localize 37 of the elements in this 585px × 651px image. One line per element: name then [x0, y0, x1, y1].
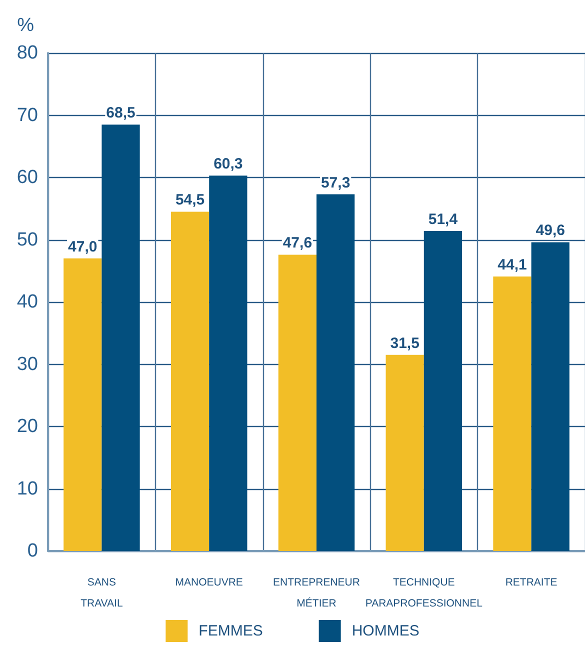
y-tick-label: 80	[16, 42, 38, 64]
y-tick-label: 50	[16, 229, 38, 250]
bar	[102, 124, 140, 551]
data-label: 57,3	[320, 174, 350, 192]
y-tick-label: 60	[16, 167, 38, 188]
x-tick-label: MANOEUVRE	[175, 576, 243, 588]
x-tick-label: SANS TRAVAIL	[80, 576, 123, 610]
data-label: 47,6	[282, 234, 312, 252]
y-tick-label: 70	[16, 104, 38, 126]
y-tick-label: 10	[16, 478, 38, 500]
x-tick-label: TECHNIQUE PARAPROFESSIONNEL	[365, 576, 483, 610]
bar	[170, 212, 210, 551]
data-label: 54,5	[175, 192, 205, 209]
bar	[316, 194, 355, 551]
bar	[209, 176, 248, 551]
y-tick-label: 20	[16, 416, 38, 437]
y-axis-title: %	[17, 15, 34, 36]
data-label: 49,6	[536, 222, 565, 240]
legend-label: HOMMES	[352, 622, 420, 640]
x-tick-label: ENTREPRENEUR MÉTIER	[273, 576, 360, 610]
bar	[424, 231, 462, 551]
y-tick-label: 0	[27, 540, 38, 562]
x-tick-label: RETRAITE	[505, 576, 558, 588]
bar	[493, 276, 532, 551]
bar	[64, 258, 102, 551]
data-label: 47,0	[68, 238, 98, 256]
legend-label: FEMMES	[198, 622, 263, 640]
data-label: 44,1	[498, 256, 527, 274]
y-tick-label: 40	[16, 292, 38, 312]
data-label: 51,4	[428, 211, 458, 228]
data-label: 31,5	[390, 334, 420, 352]
bar	[531, 242, 570, 551]
y-tick-label: 30	[16, 354, 38, 375]
bar	[386, 354, 424, 551]
data-label: 60,3	[214, 156, 243, 173]
data-label: 68,5	[106, 104, 136, 122]
bar	[278, 254, 316, 551]
